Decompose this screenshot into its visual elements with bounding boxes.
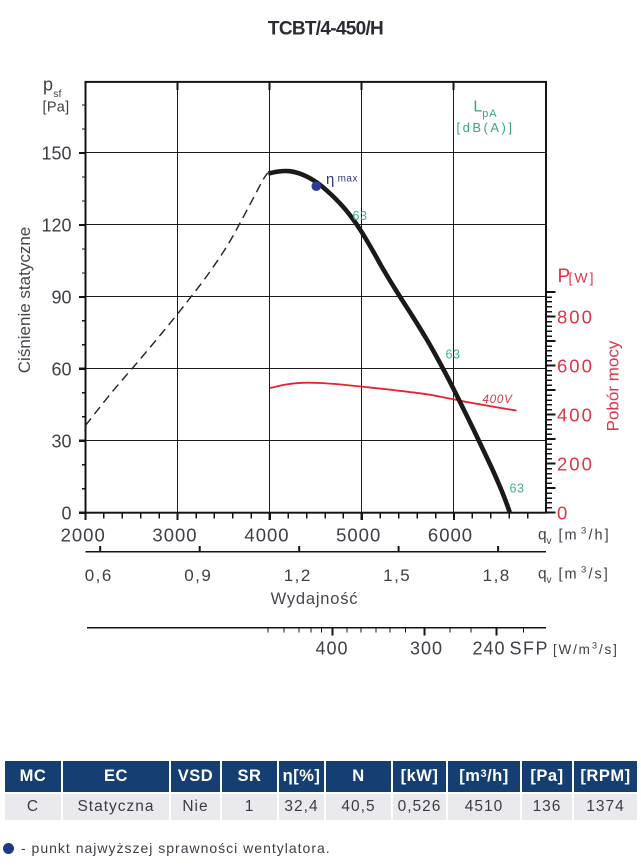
svg-text:300: 300 bbox=[410, 639, 443, 659]
svg-text:0,9: 0,9 bbox=[184, 566, 212, 585]
svg-text:[dB(A)]: [dB(A)] bbox=[457, 120, 515, 135]
svg-text:30: 30 bbox=[51, 432, 71, 452]
svg-text:0: 0 bbox=[557, 502, 569, 523]
svg-text:400V: 400V bbox=[483, 394, 514, 406]
svg-text:/h]: /h] bbox=[589, 528, 611, 544]
svg-text:200: 200 bbox=[557, 453, 594, 474]
svg-text:5000: 5000 bbox=[336, 525, 381, 546]
svg-text:3000: 3000 bbox=[152, 525, 197, 546]
svg-text:2000: 2000 bbox=[61, 525, 106, 546]
svg-text:1,5: 1,5 bbox=[383, 566, 411, 585]
svg-text:400: 400 bbox=[315, 639, 348, 659]
svg-text:p: p bbox=[43, 75, 53, 95]
svg-text:90: 90 bbox=[51, 288, 71, 308]
svg-text:L: L bbox=[473, 99, 482, 116]
svg-text:1,2: 1,2 bbox=[284, 566, 312, 585]
svg-text:60: 60 bbox=[51, 360, 71, 380]
svg-text:3: 3 bbox=[592, 641, 597, 651]
svg-text:240: 240 bbox=[472, 639, 505, 659]
svg-text:v: v bbox=[547, 575, 552, 586]
svg-text:800: 800 bbox=[557, 306, 594, 327]
svg-text:4000: 4000 bbox=[244, 525, 289, 546]
svg-text:[Pa]: [Pa] bbox=[43, 100, 70, 116]
svg-text:600: 600 bbox=[557, 355, 594, 376]
svg-text:120: 120 bbox=[41, 216, 71, 236]
svg-text:0: 0 bbox=[61, 504, 71, 524]
svg-text:q: q bbox=[538, 527, 547, 544]
svg-text:3: 3 bbox=[581, 526, 586, 537]
svg-text:63: 63 bbox=[446, 348, 461, 362]
svg-text:[W]: [W] bbox=[569, 270, 596, 286]
svg-text:0,6: 0,6 bbox=[85, 566, 113, 585]
svg-text:[m: [m bbox=[559, 528, 579, 544]
svg-text:150: 150 bbox=[41, 144, 71, 164]
svg-text:1,8: 1,8 bbox=[483, 566, 511, 585]
svg-text:SFP: SFP bbox=[510, 639, 550, 659]
svg-text:/s]: /s] bbox=[589, 567, 610, 583]
svg-text:Wydajność: Wydajność bbox=[271, 590, 359, 608]
svg-text:TCBT/4-450/H: TCBT/4-450/H bbox=[268, 19, 383, 40]
svg-text:sf: sf bbox=[53, 88, 61, 100]
svg-text:max: max bbox=[338, 174, 358, 185]
svg-text:63: 63 bbox=[510, 482, 525, 496]
svg-text:[m: [m bbox=[559, 567, 579, 583]
svg-text:/s]: /s] bbox=[599, 642, 619, 657]
svg-text:400: 400 bbox=[557, 404, 594, 425]
svg-text:pA: pA bbox=[482, 108, 497, 120]
svg-text:6000: 6000 bbox=[428, 525, 473, 546]
svg-text:P: P bbox=[558, 266, 571, 287]
svg-text:Ciśnienie statyczne: Ciśnienie statyczne bbox=[15, 227, 34, 373]
svg-text:3: 3 bbox=[581, 565, 586, 576]
svg-text:[W/m: [W/m bbox=[553, 642, 592, 657]
svg-text:v: v bbox=[547, 536, 552, 547]
svg-text:Pobór mocy: Pobór mocy bbox=[604, 340, 623, 431]
svg-text:q: q bbox=[538, 566, 547, 583]
svg-text:63: 63 bbox=[353, 209, 368, 223]
svg-text:η: η bbox=[326, 171, 334, 188]
